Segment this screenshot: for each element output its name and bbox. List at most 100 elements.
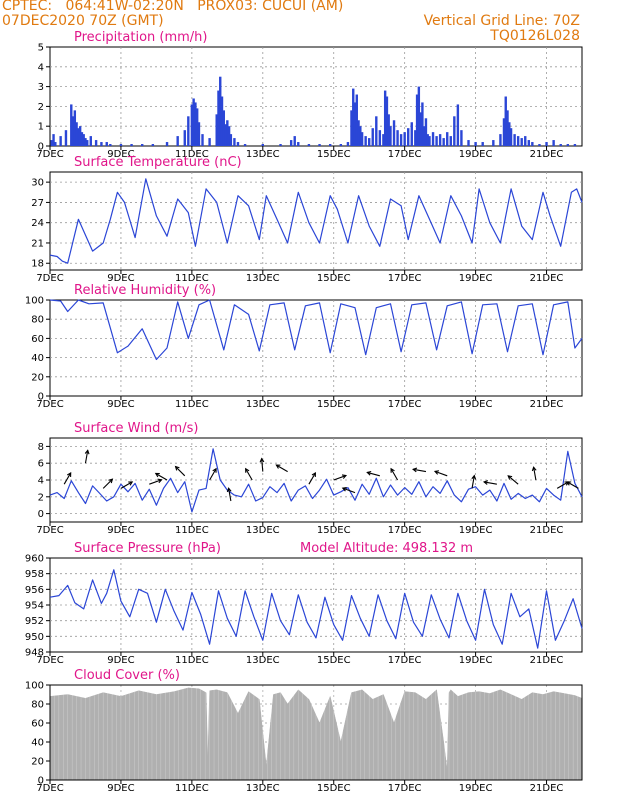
cloud-cover-ytick-label: 60 bbox=[31, 719, 44, 730]
precipitation-bar bbox=[467, 140, 470, 146]
precipitation-xtick-label: 13DEC bbox=[246, 149, 280, 160]
precipitation-bar bbox=[360, 132, 364, 146]
precipitation-bar bbox=[346, 142, 350, 146]
wind-arrow-head bbox=[433, 470, 440, 475]
precipitation-bar bbox=[86, 140, 89, 146]
precipitation-bar bbox=[431, 132, 435, 146]
precipitation-bar bbox=[421, 102, 424, 146]
wind-arrow-shaft bbox=[390, 468, 399, 481]
precipitation-bar bbox=[195, 108, 199, 146]
precipitation-bar bbox=[201, 134, 204, 146]
wind-xtick-label: 15DEC bbox=[317, 525, 351, 536]
precipitation-bar bbox=[355, 94, 358, 146]
cloud-cover-ytick-label: 0 bbox=[38, 776, 44, 787]
wind-ytick-label: 2 bbox=[38, 492, 44, 503]
precipitation-bar bbox=[70, 104, 73, 146]
wind-arrow-shaft bbox=[367, 471, 380, 477]
precipitation-bar bbox=[506, 110, 509, 146]
precipitation-bar bbox=[428, 136, 431, 146]
precipitation-bar bbox=[359, 126, 362, 146]
precipitation-bar bbox=[219, 76, 222, 146]
humidity-ytick-label: 40 bbox=[31, 353, 44, 364]
wind-xtick-label: 13DEC bbox=[246, 525, 280, 536]
cloud-cover-xtick-label: 21DEC bbox=[530, 783, 564, 794]
temperature-ytick-label: 30 bbox=[31, 178, 44, 189]
temperature-xtick-label: 9DEC bbox=[107, 273, 134, 284]
temperature-xtick-label: 13DEC bbox=[246, 273, 280, 284]
wind-title: Surface Wind (m/s) bbox=[74, 421, 198, 436]
wind-arrow-head bbox=[275, 464, 281, 469]
cloud-cover-title: Cloud Cover (%) bbox=[74, 668, 180, 683]
wind-ytick-label: 8 bbox=[38, 442, 44, 453]
header-model-code: TQ0126L028 bbox=[490, 28, 580, 44]
precipitation-bar bbox=[419, 112, 422, 146]
pressure-ytick-label: 954 bbox=[25, 601, 44, 612]
precipitation-bar bbox=[382, 134, 385, 146]
precipitation-bar bbox=[387, 114, 390, 146]
precipitation-bar bbox=[229, 134, 233, 146]
wind-arrow-head bbox=[154, 472, 160, 478]
wind-arrow-shaft bbox=[308, 472, 316, 485]
wind-arrow-head bbox=[566, 481, 572, 486]
precipitation-bar bbox=[364, 136, 367, 146]
precipitation-bar bbox=[190, 104, 194, 146]
wind-xtick-label: 7DEC bbox=[36, 525, 63, 536]
precipitation-bar bbox=[353, 102, 357, 146]
precipitation-bar bbox=[183, 130, 186, 146]
precipitation-bar bbox=[54, 142, 57, 146]
precipitation-bar bbox=[71, 116, 75, 146]
precipitation-bar bbox=[449, 136, 452, 146]
precipitation-bar bbox=[399, 134, 403, 146]
precipitation-bar bbox=[566, 144, 570, 146]
precipitation-xtick-label: 11DEC bbox=[175, 149, 209, 160]
precipitation-bar bbox=[502, 118, 506, 146]
pressure-xtick-label: 11DEC bbox=[175, 655, 209, 666]
wind-arrow-head bbox=[212, 467, 217, 473]
precipitation-bar bbox=[261, 144, 264, 146]
pressure-ytick-label: 952 bbox=[25, 616, 44, 627]
precipitation-bar bbox=[224, 124, 227, 146]
wind-arrow-shaft bbox=[63, 472, 72, 485]
header-grid-line-note: Vertical Grid Line: 70Z bbox=[423, 13, 580, 29]
precipitation-ytick-label: 5 bbox=[38, 43, 44, 54]
precipitation-bar bbox=[80, 132, 84, 146]
precipitation-xtick-label: 17DEC bbox=[388, 149, 422, 160]
precipitation-bar bbox=[573, 144, 577, 146]
precipitation-bar bbox=[422, 126, 426, 146]
humidity-ytick-label: 60 bbox=[31, 334, 44, 345]
precipitation-bar bbox=[392, 120, 396, 146]
precipitation-bar bbox=[492, 140, 495, 146]
precipitation-bar bbox=[50, 140, 53, 146]
precipitation-bar bbox=[460, 130, 463, 146]
precipitation-bar bbox=[357, 120, 360, 146]
precipitation-bar bbox=[426, 134, 429, 146]
precipitation-xtick-label: 19DEC bbox=[459, 149, 493, 160]
wind-arrow-shaft bbox=[102, 478, 113, 489]
wind-arrow-shaft bbox=[276, 464, 288, 473]
temperature-ytick-label: 21 bbox=[31, 238, 44, 249]
precipitation-bar bbox=[352, 88, 355, 146]
temperature-ytick-label: 18 bbox=[31, 259, 44, 270]
precipitation-bar bbox=[339, 144, 343, 146]
precipitation-bar bbox=[289, 140, 293, 146]
wind-arrow-shaft bbox=[434, 470, 448, 477]
wind-arrow-head bbox=[108, 478, 114, 484]
precipitation-bar bbox=[297, 142, 300, 146]
precipitation-bar bbox=[442, 138, 445, 146]
cloud-cover-xtick-label: 11DEC bbox=[175, 783, 209, 794]
wind-series-line bbox=[49, 448, 583, 513]
wind-arrow-head bbox=[259, 457, 265, 463]
wind-arrow-shaft bbox=[566, 481, 579, 489]
precipitation-bar bbox=[456, 104, 460, 146]
precipitation-bar bbox=[52, 134, 55, 146]
precipitation-bar bbox=[64, 130, 68, 146]
precipitation-bar bbox=[508, 122, 511, 146]
wind-arrow-shaft bbox=[120, 481, 133, 489]
wind-arrow-head bbox=[412, 467, 418, 473]
wind-ytick-label: 0 bbox=[38, 509, 44, 520]
pressure-ytick-label: 948 bbox=[25, 648, 44, 659]
precipitation-bar bbox=[197, 122, 201, 146]
temperature-xtick-label: 19DEC bbox=[459, 273, 493, 284]
humidity-xtick-label: 19DEC bbox=[459, 399, 493, 410]
cloud-cover-xtick-label: 19DEC bbox=[459, 783, 493, 794]
